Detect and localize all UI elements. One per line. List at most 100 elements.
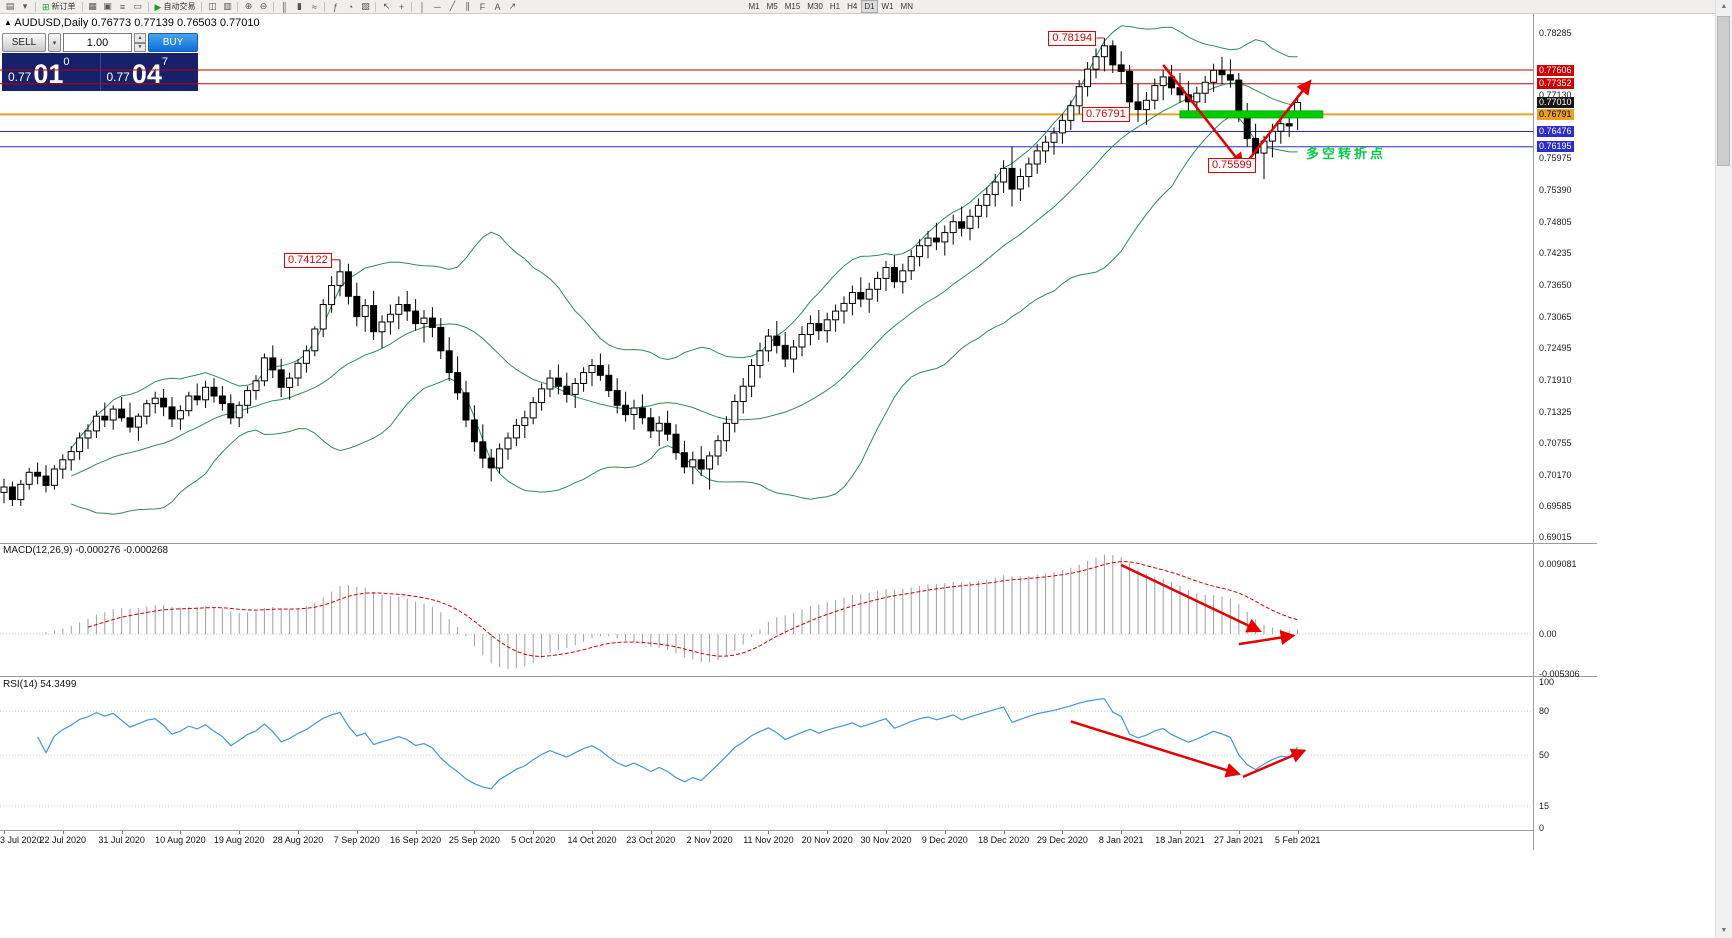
time-axis-label: 14 Oct 2020 — [567, 835, 617, 845]
crosshair-icon[interactable]: + — [398, 1, 405, 12]
scrollbar-thumb[interactable] — [1717, 16, 1730, 166]
sell-price-pip: 0 — [63, 56, 70, 68]
zoom-in-icon[interactable]: ⊕ — [244, 1, 253, 11]
price-axis-label: 50 — [1539, 749, 1550, 760]
new-order-button[interactable]: ⊞ 新订单 — [39, 1, 79, 13]
price-axis-label: 0.009081 — [1539, 558, 1577, 569]
time-tick — [356, 831, 358, 834]
chart-title-text: AUDUSD,Daily 0.76773 0.77139 0.76503 0.7… — [14, 17, 260, 29]
price-axis-label: 0.77606 — [1537, 64, 1574, 76]
rsi-indicator-label: RSI(14) 54.3499 — [3, 679, 77, 690]
price-axis-label: 0.76476 — [1537, 126, 1574, 137]
auto-trading-button[interactable]: ▶ 自动交易 — [152, 1, 199, 13]
time-tick — [944, 831, 946, 834]
price-annotation-pivot-level[interactable]: 0.76791 — [1082, 107, 1130, 123]
price-axis-label: 0.75975 — [1539, 153, 1572, 164]
timeframe-m1-button[interactable]: M1 — [748, 2, 760, 11]
terminal-icon[interactable]: ▭ — [133, 1, 142, 11]
timeframe-w1-button[interactable]: W1 — [881, 2, 894, 11]
price-axis-label: 0.74235 — [1539, 248, 1572, 259]
volume-down-button[interactable]: ▼ — [134, 42, 146, 52]
time-axis-label: 30 Nov 2020 — [860, 835, 912, 845]
indicators-icon[interactable]: ƒ — [332, 1, 338, 12]
toolbar-separator — [411, 1, 413, 12]
price-annotation-august-high[interactable]: 0.74122 — [284, 252, 332, 268]
trendline-icon[interactable]: ╱ — [449, 1, 456, 11]
channel-icon[interactable]: ∥ — [465, 1, 470, 11]
scrollbar-up-icon[interactable]: ▲ — [1720, 3, 1728, 10]
pivot-point-text[interactable]: 多空转折点 — [1306, 145, 1387, 161]
text-label-icon[interactable]: A — [494, 1, 501, 12]
price-annotation-swing-low[interactable]: 0.75599 — [1208, 158, 1256, 174]
price-axis-label: 0.76791 — [1537, 108, 1574, 120]
price-axis-label: 0.73650 — [1539, 280, 1572, 290]
cascade-windows-icon[interactable]: ▥ — [223, 1, 232, 11]
timeframe-d1-button[interactable]: D1 — [861, 0, 878, 13]
timeframe-m15-button[interactable]: M15 — [784, 2, 801, 11]
price-axis-label: 0 — [1539, 822, 1545, 833]
sell-price-prefix: 0.77 — [8, 70, 32, 84]
time-axis-label: 5 Oct 2020 — [511, 835, 556, 845]
templates-icon[interactable]: ▧ — [361, 1, 370, 11]
toolbar-separator — [273, 1, 275, 12]
periods-icon[interactable]: ◔ — [347, 1, 354, 12]
time-tick — [592, 831, 593, 834]
scrollbar-down-icon[interactable]: ▼ — [1720, 927, 1728, 934]
auto-trading-icon: ▶ — [154, 1, 162, 12]
chart-profiles-icon[interactable]: ▾ — [22, 1, 28, 11]
data-window-icon[interactable]: ▣ — [103, 1, 112, 11]
timeframe-m30-button[interactable]: M30 — [807, 2, 823, 11]
price-axis-separator — [1533, 14, 1534, 850]
panel-divider[interactable] — [0, 676, 1597, 677]
new-chart-icon[interactable]: ▤ — [5, 1, 15, 11]
order-options-button[interactable]: ▾ — [48, 33, 61, 52]
tile-windows-icon[interactable]: ◫ — [208, 1, 217, 11]
sell-button[interactable]: SELL — [2, 33, 46, 52]
arrow-tool-icon[interactable]: ↗ — [508, 1, 517, 11]
volume-input[interactable] — [63, 33, 132, 52]
navigator-icon[interactable]: ≡ — [119, 1, 126, 12]
time-tick — [650, 831, 652, 834]
time-axis[interactable]: 3 Jul 2020 22 Jul 2020 31 Jul 2020 10 Aug 2… — [0, 830, 1533, 851]
cursor-icon[interactable]: ↖ — [382, 1, 391, 11]
toolbar-separator — [81, 1, 83, 12]
time-axis-label: 27 Jan 2021 — [1214, 835, 1264, 845]
timeframe-h1-button[interactable]: H1 — [829, 2, 841, 11]
price-annotation-peak-high[interactable]: 0.78194 — [1048, 31, 1097, 46]
buy-button[interactable]: BUY — [148, 33, 198, 52]
volume-up-button[interactable]: ▲ — [134, 33, 146, 43]
candlestick-chart-icon[interactable]: ▮ — [296, 1, 302, 11]
panel-divider[interactable] — [0, 543, 1597, 544]
vertical-line-icon[interactable]: │ — [419, 1, 426, 12]
price-axis-label: 0.77130 — [1539, 90, 1572, 101]
fibonacci-icon[interactable]: F — [479, 1, 486, 12]
time-axis-label: 18 Jan 2021 — [1155, 835, 1205, 845]
time-tick — [1062, 831, 1064, 834]
timeframe-mn-button[interactable]: MN — [900, 2, 913, 11]
time-tick — [1180, 831, 1181, 834]
symbol-marker-icon: ▲ — [4, 18, 12, 27]
time-tick — [533, 831, 535, 834]
chart-title: ▲ AUDUSD,Daily 0.76773 0.77139 0.76503 0… — [4, 17, 260, 29]
time-axis-label: 5 Feb 2021 — [1274, 835, 1321, 845]
timeframe-m5-button[interactable]: M5 — [766, 2, 778, 11]
vertical-scrollbar[interactable]: ▲ ▼ — [1715, 0, 1732, 938]
bar-chart-icon[interactable]: ║ — [281, 1, 288, 12]
price-axis-label: 0.70755 — [1539, 437, 1572, 448]
macd-indicator-label: MACD(12,26,9) -0.000276 -0.000268 — [3, 545, 169, 556]
toolbar-separator — [324, 1, 326, 12]
horizontal-line-icon[interactable]: ─ — [434, 1, 441, 12]
zoom-out-icon[interactable]: ⊖ — [259, 1, 268, 11]
price-axis-label: 0.77352 — [1537, 78, 1574, 90]
time-axis-label: 19 Aug 2020 — [213, 835, 265, 845]
time-tick — [1238, 831, 1240, 834]
timeframe-h4-button[interactable]: H4 — [847, 2, 858, 11]
line-chart-icon[interactable]: ≈ — [311, 1, 317, 12]
trade-controls-row: SELL ▾ ▲ ▼ BUY — [2, 33, 198, 52]
time-axis-label: 18 Dec 2020 — [978, 835, 1030, 845]
time-axis-label: 10 Aug 2020 — [155, 835, 206, 845]
time-tick — [62, 831, 64, 834]
time-axis-label: 25 Sep 2020 — [448, 835, 500, 845]
market-watch-icon[interactable]: ▦ — [88, 1, 97, 11]
